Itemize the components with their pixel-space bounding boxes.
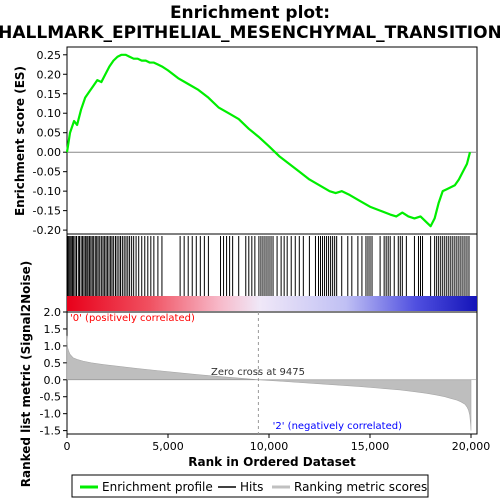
- es-y-tick-label: 0.05: [37, 127, 62, 140]
- metric-y-tick-label: 2.0: [44, 306, 62, 319]
- negative-correlation-label: '2' (negatively correlated): [273, 421, 402, 432]
- plot-title-line1: Enrichment plot:: [170, 3, 330, 23]
- metric-y-axis: 2.0 1.5 1.0 0.5 0.0 -0.5 -1.0 -1.5: [40, 306, 67, 438]
- hit-markers: [67, 236, 470, 296]
- es-y-tick-label: -0.20: [33, 224, 61, 237]
- metric-y-tick-label: -1.5: [40, 425, 61, 438]
- es-y-tick-label: -0.15: [33, 205, 61, 218]
- es-y-tick-label: 0.00: [37, 146, 62, 159]
- es-y-tick-label: -0.05: [33, 166, 61, 179]
- x-axis: 0 5,000 10,000 15,000 20,000: [64, 434, 491, 453]
- es-y-axis-label: Enrichment score (ES): [13, 66, 27, 216]
- metric-y-axis-label: Ranked list metric (Signal2Noise): [19, 261, 33, 488]
- legend-hits-label: Hits: [240, 480, 263, 494]
- metric-series: [66, 335, 477, 431]
- legend-metric-label: Ranking metric scores: [294, 480, 427, 494]
- plot-title-line2: HALLMARK_EPITHELIAL_MESENCHYMAL_TRANSITI…: [0, 23, 500, 43]
- legend-box: [71, 474, 429, 498]
- es-y-axis: 0.25 0.20 0.15 0.10 0.05 0.00 -0.05 -0.10 -0.15 -…: [33, 49, 67, 237]
- x-tick-label: 5,000: [152, 440, 184, 453]
- es-y-tick-label: 0.25: [37, 49, 62, 62]
- x-tick-label: 0: [64, 440, 71, 453]
- metric-y-tick-label: 1.0: [44, 340, 62, 353]
- metric-y-tick-label: 0.0: [44, 374, 62, 387]
- x-tick-label: 10,000: [250, 440, 289, 453]
- x-tick-label: 20,000: [452, 440, 491, 453]
- es-y-tick-label: 0.15: [37, 88, 62, 101]
- legend-profile-label: Enrichment profile: [102, 480, 213, 494]
- zero-cross-label: Zero cross at 9475: [211, 367, 305, 378]
- x-axis-label: Rank in Ordered Dataset: [188, 455, 356, 469]
- metric-y-tick-label: 1.5: [44, 323, 62, 336]
- es-series: [65, 53, 472, 228]
- rank-heat-bar: [67, 296, 477, 311]
- metric-y-tick-label: -0.5: [40, 391, 61, 404]
- positive-correlation-label: '0' (positively correlated): [70, 313, 195, 324]
- metric-area: [66, 335, 472, 431]
- es-y-tick-label: 0.20: [37, 68, 62, 81]
- es-y-tick-label: -0.10: [33, 185, 61, 198]
- metric-y-tick-label: 0.5: [44, 357, 62, 370]
- metric-y-tick-label: -1.0: [40, 408, 61, 421]
- es-panel: [66, 46, 478, 235]
- x-tick-label: 15,000: [351, 440, 390, 453]
- es-profile-line: [65, 53, 472, 228]
- es-y-tick-label: 0.10: [37, 107, 62, 120]
